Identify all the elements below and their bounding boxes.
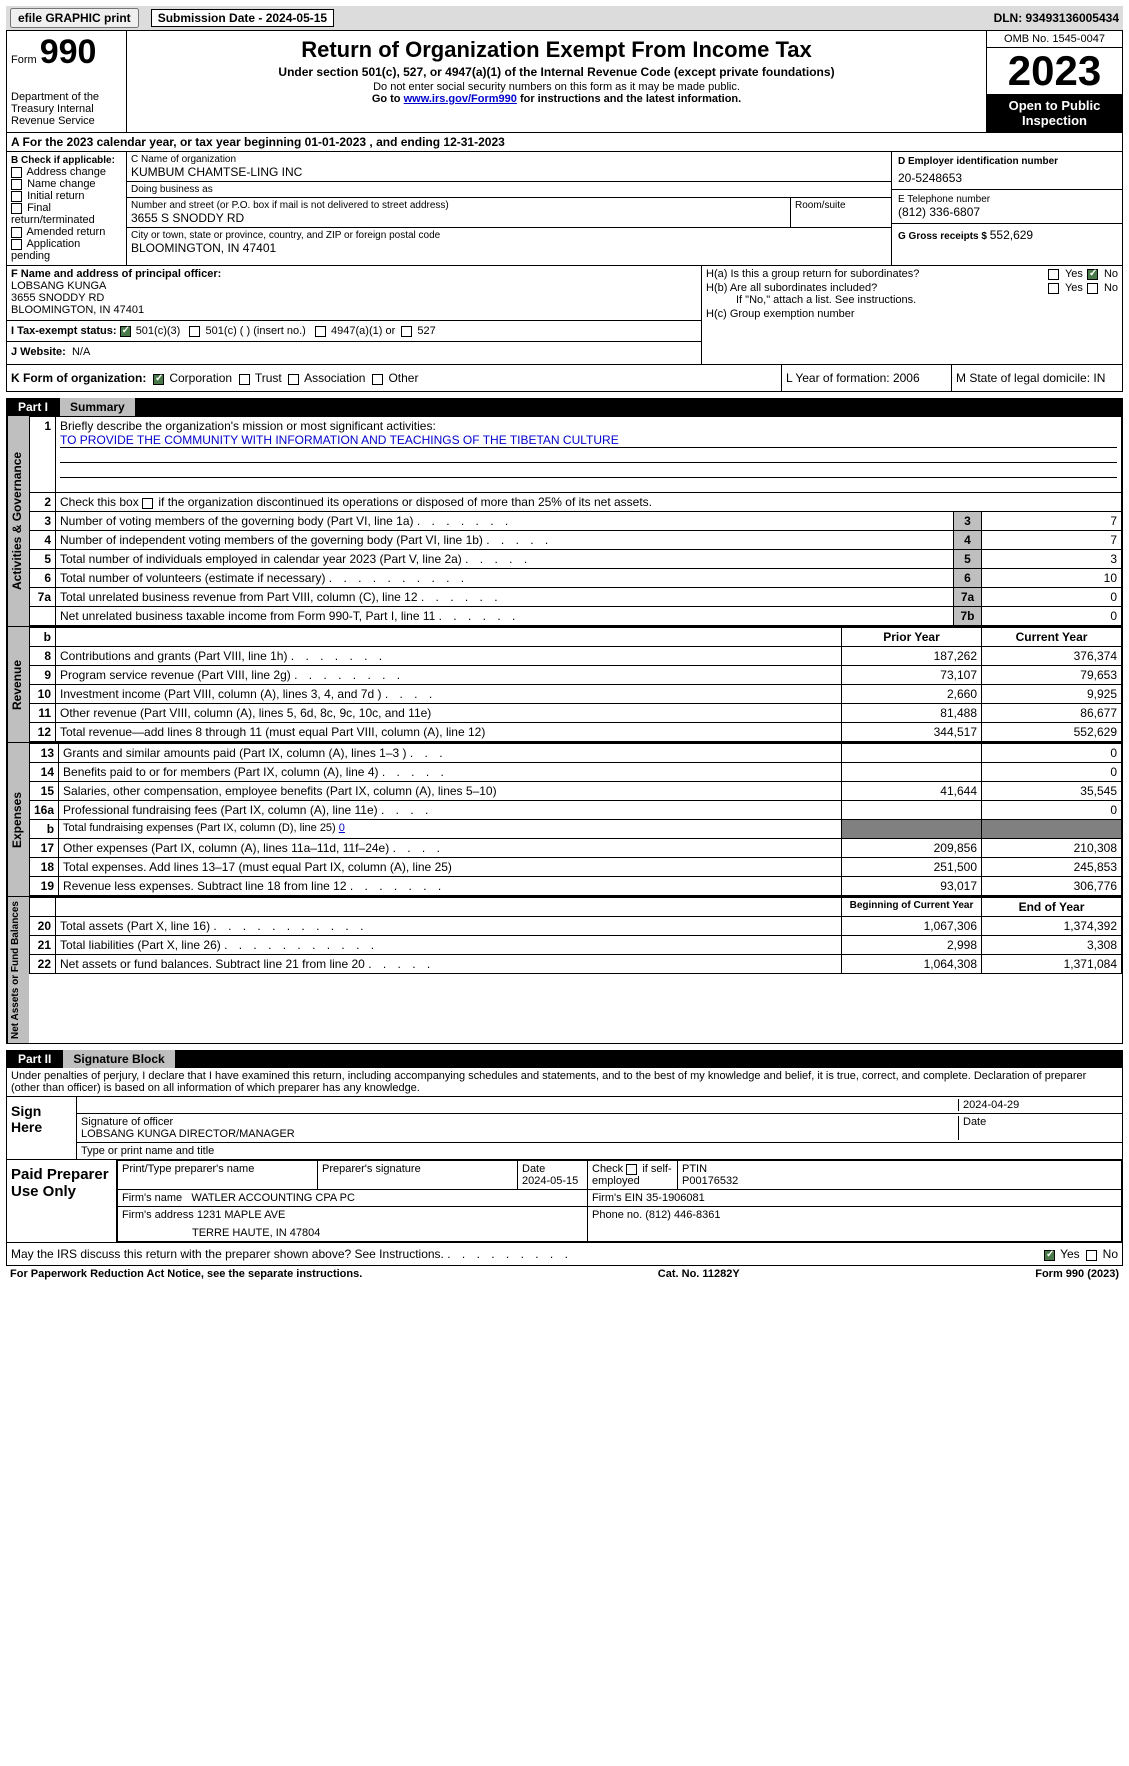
corp-checkbox[interactable] bbox=[153, 374, 164, 385]
sign-date: 2024-04-29 bbox=[958, 1099, 1118, 1111]
form-label: Form bbox=[11, 54, 37, 66]
b-opt: Amended return bbox=[11, 226, 122, 238]
efile-print-button[interactable]: efile GRAPHIC print bbox=[10, 8, 139, 28]
firm-ein: 35-1906081 bbox=[646, 1192, 705, 1204]
col-b: B Check if applicable: Address change Na… bbox=[7, 152, 127, 265]
discuss-yes-checkbox[interactable] bbox=[1044, 1250, 1055, 1261]
ptin: P00176532 bbox=[682, 1175, 738, 1187]
firm-name: WATLER ACCOUNTING CPA PC bbox=[191, 1192, 355, 1204]
revenue-table: bPrior YearCurrent Year 8Contributions a… bbox=[29, 627, 1122, 742]
side-expenses: Expenses bbox=[7, 743, 29, 896]
b-opt: Initial return bbox=[11, 190, 122, 202]
form-header: Form 990 Department of the Treasury Inte… bbox=[6, 30, 1123, 133]
b-opt: Address change bbox=[11, 166, 122, 178]
col-c: C Name of organizationKUMBUM CHAMTSE-LIN… bbox=[127, 152, 892, 265]
prep-date: 2024-05-15 bbox=[522, 1175, 578, 1187]
telephone: (812) 336-6807 bbox=[898, 205, 1116, 219]
row-klm: K Form of organization: Corporation Trus… bbox=[6, 365, 1123, 392]
side-net-assets: Net Assets or Fund Balances bbox=[7, 897, 29, 1043]
part2-header: Part IISignature Block bbox=[6, 1050, 1123, 1068]
dln: DLN: 93493136005434 bbox=[994, 11, 1119, 25]
form-title: Return of Organization Exempt From Incom… bbox=[135, 37, 978, 63]
b-opt: Final return/terminated bbox=[11, 202, 122, 226]
net-assets-table: Beginning of Current YearEnd of Year 20T… bbox=[29, 897, 1122, 974]
city-state-zip: BLOOMINGTON, IN 47401 bbox=[131, 241, 887, 255]
omb-number: OMB No. 1545-0047 bbox=[987, 31, 1122, 48]
department: Department of the Treasury Internal Reve… bbox=[11, 91, 122, 127]
tax-year: 2023 bbox=[987, 48, 1122, 94]
side-governance: Activities & Governance bbox=[7, 416, 29, 626]
section-bcd: B Check if applicable: Address change Na… bbox=[6, 152, 1123, 266]
top-bar: efile GRAPHIC print Submission Date - 20… bbox=[6, 6, 1123, 30]
row-a: A For the 2023 calendar year, or tax yea… bbox=[6, 133, 1123, 152]
discuss-row: May the IRS discuss this return with the… bbox=[6, 1243, 1123, 1266]
street-address: 3655 S SNODDY RD bbox=[131, 211, 786, 225]
expenses-table: 13Grants and similar amounts paid (Part … bbox=[29, 743, 1122, 896]
form-number: 990 bbox=[40, 33, 97, 71]
signature-block: Sign Here 2024-04-29 Signature of office… bbox=[6, 1097, 1123, 1160]
state-domicile: M State of legal domicile: IN bbox=[952, 365, 1122, 391]
governance-table: 1 Briefly describe the organization's mi… bbox=[29, 416, 1122, 626]
mission-statement: TO PROVIDE THE COMMUNITY WITH INFORMATIO… bbox=[60, 433, 1117, 448]
501c3-checkbox[interactable] bbox=[120, 326, 131, 337]
penalty-statement: Under penalties of perjury, I declare th… bbox=[6, 1068, 1123, 1097]
preparer-block: Paid Preparer Use Only Print/Type prepar… bbox=[6, 1160, 1123, 1243]
footer: For Paperwork Reduction Act Notice, see … bbox=[6, 1266, 1123, 1282]
open-to-public: Open to Public Inspection bbox=[987, 94, 1122, 132]
irs-link[interactable]: www.irs.gov/Form990 bbox=[404, 93, 517, 105]
b-opt: Name change bbox=[11, 178, 122, 190]
org-name: KUMBUM CHAMTSE-LING INC bbox=[131, 165, 887, 179]
firm-phone: (812) 446-8361 bbox=[645, 1209, 720, 1221]
ha-no-checkbox[interactable] bbox=[1087, 269, 1098, 280]
officer-name: LOBSANG KUNGA bbox=[11, 280, 697, 292]
b-opt: Application pending bbox=[11, 238, 122, 262]
officer-signature: LOBSANG KUNGA DIRECTOR/MANAGER bbox=[81, 1128, 295, 1140]
website: N/A bbox=[72, 346, 90, 358]
form-subtitle: Under section 501(c), 527, or 4947(a)(1)… bbox=[135, 65, 978, 79]
year-formation: L Year of formation: 2006 bbox=[782, 365, 952, 391]
firm-address: TERRE HAUTE, IN 47804 bbox=[122, 1227, 583, 1239]
gross-receipts: 552,629 bbox=[990, 228, 1033, 242]
ein: 20-5248653 bbox=[898, 171, 1116, 185]
part1-header: Part ISummary bbox=[6, 398, 1123, 416]
side-revenue: Revenue bbox=[7, 627, 29, 742]
ssn-note: Do not enter social security numbers on … bbox=[135, 81, 978, 93]
col-d: D Employer identification number20-52486… bbox=[892, 152, 1122, 265]
submission-date: Submission Date - 2024-05-15 bbox=[151, 9, 334, 27]
row-fhi: F Name and address of principal officer:… bbox=[6, 266, 1123, 365]
